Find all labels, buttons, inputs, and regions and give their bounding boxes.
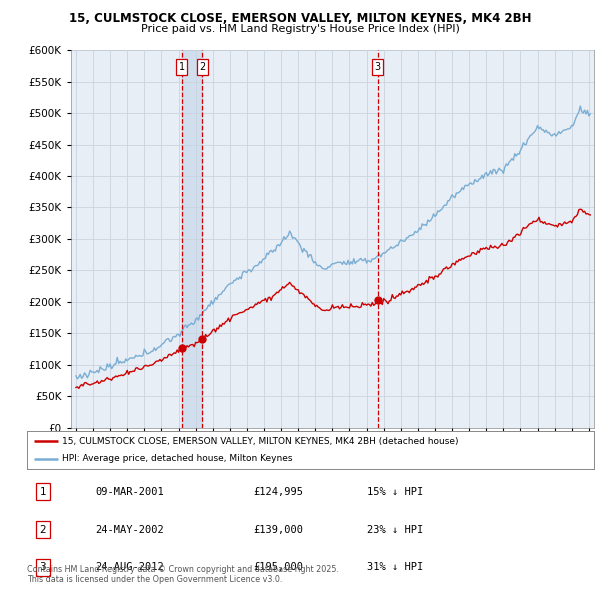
Text: 15% ↓ HPI: 15% ↓ HPI	[367, 487, 424, 497]
Text: 15, CULMSTOCK CLOSE, EMERSON VALLEY, MILTON KEYNES, MK4 2BH: 15, CULMSTOCK CLOSE, EMERSON VALLEY, MIL…	[69, 12, 531, 25]
Text: 1: 1	[179, 62, 185, 72]
Text: 3: 3	[40, 562, 46, 572]
Text: £195,000: £195,000	[254, 562, 304, 572]
Text: Contains HM Land Registry data © Crown copyright and database right 2025.
This d: Contains HM Land Registry data © Crown c…	[27, 565, 339, 584]
Text: HPI: Average price, detached house, Milton Keynes: HPI: Average price, detached house, Milt…	[62, 454, 293, 463]
Bar	[182, 50, 202, 428]
Text: 24-AUG-2012: 24-AUG-2012	[95, 562, 164, 572]
Text: £124,995: £124,995	[254, 487, 304, 497]
Text: 15, CULMSTOCK CLOSE, EMERSON VALLEY, MILTON KEYNES, MK4 2BH (detached house): 15, CULMSTOCK CLOSE, EMERSON VALLEY, MIL…	[62, 437, 458, 445]
Text: 2: 2	[199, 62, 206, 72]
Text: 09-MAR-2001: 09-MAR-2001	[95, 487, 164, 497]
Text: 3: 3	[374, 62, 381, 72]
Text: £139,000: £139,000	[254, 525, 304, 535]
Text: Price paid vs. HM Land Registry's House Price Index (HPI): Price paid vs. HM Land Registry's House …	[140, 24, 460, 34]
Text: 24-MAY-2002: 24-MAY-2002	[95, 525, 164, 535]
Text: 2: 2	[40, 525, 46, 535]
Text: 23% ↓ HPI: 23% ↓ HPI	[367, 525, 424, 535]
Text: 31% ↓ HPI: 31% ↓ HPI	[367, 562, 424, 572]
Text: 1: 1	[40, 487, 46, 497]
